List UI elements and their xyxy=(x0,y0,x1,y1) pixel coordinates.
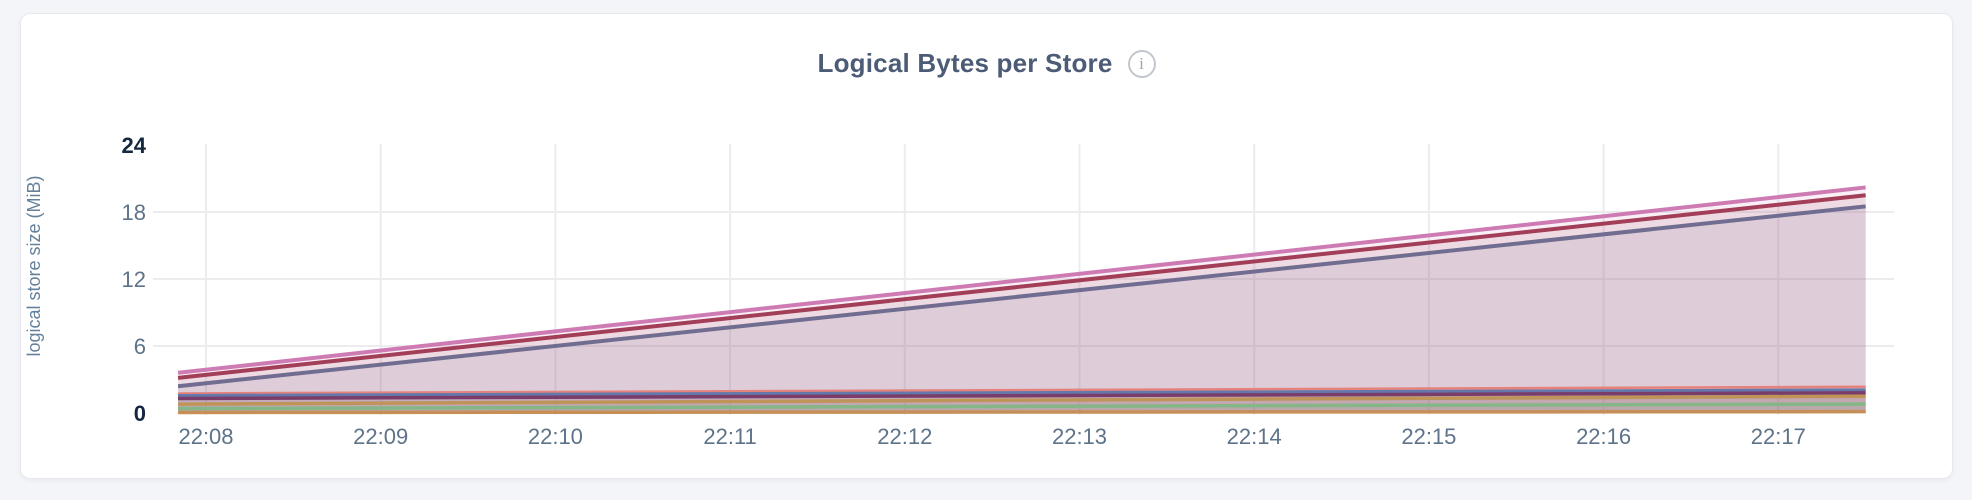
series-line-series-4 xyxy=(178,385,1866,395)
series-line-series-5 xyxy=(178,388,1866,398)
series-line-series-3 xyxy=(177,204,1866,389)
series-area-series-1 xyxy=(178,187,1866,413)
series-line-series-1 xyxy=(177,185,1866,375)
x-tick-label-22:15: 22:15 xyxy=(1401,424,1457,449)
series-line-series-8 xyxy=(178,402,1866,411)
y-tick-label-18: 18 xyxy=(121,200,146,225)
series-area-series-3 xyxy=(178,206,1866,413)
chart-plot-area[interactable] xyxy=(21,14,1954,480)
x-tick-label-22:16: 22:16 xyxy=(1576,424,1632,449)
chart-title: Logical Bytes per Store xyxy=(817,48,1113,78)
series-line-series-2 xyxy=(177,193,1866,380)
y-tick-label-24: 24 xyxy=(121,133,146,158)
series-line-series-6 xyxy=(178,391,1866,401)
chart-card: Logical Bytes per Store i logical store … xyxy=(20,13,1953,479)
x-tick-label-22:17: 22:17 xyxy=(1750,424,1806,449)
series-line-series-7 xyxy=(178,394,1866,406)
x-tick-label-22:14: 22:14 xyxy=(1226,424,1282,449)
x-tick-label-22:08: 22:08 xyxy=(178,424,234,449)
y-tick-label-0: 0 xyxy=(133,401,146,426)
y-tick-label-6: 6 xyxy=(133,334,146,359)
x-tick-label-22:10: 22:10 xyxy=(527,424,583,449)
series-line-series-9 xyxy=(178,409,1866,415)
y-tick-label-12: 12 xyxy=(121,267,146,292)
x-tick-label-22:11: 22:11 xyxy=(703,424,757,449)
x-tick-label-22:12: 22:12 xyxy=(877,424,933,449)
info-icon[interactable]: i xyxy=(1127,49,1156,78)
chart-header: Logical Bytes per Store i xyxy=(21,48,1952,79)
x-tick-label-22:13: 22:13 xyxy=(1051,424,1108,449)
x-tick-label-22:09: 22:09 xyxy=(353,424,409,449)
info-icon-glyph: i xyxy=(1139,54,1144,73)
